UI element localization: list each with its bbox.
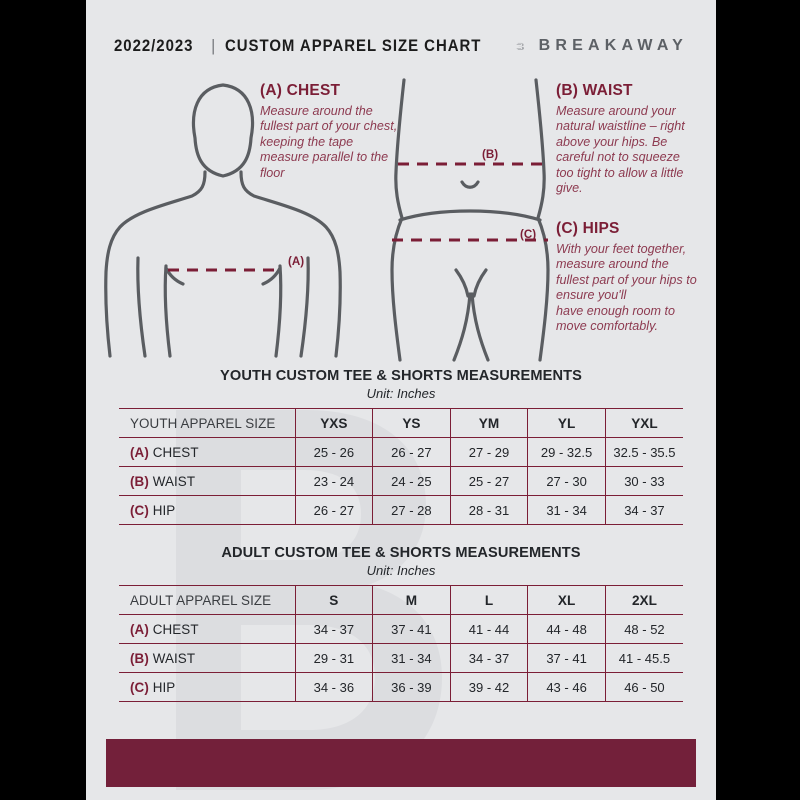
lower-body-figure [390, 78, 550, 362]
table-row: (A) CHEST 34 - 37 37 - 41 41 - 44 44 - 4… [119, 614, 683, 644]
youth-row-chest-label: (A) CHEST [119, 437, 296, 467]
adult-table-title: ADULT CUSTOM TEE & SHORTS MEASUREMENTS [221, 545, 581, 561]
youth-chest-yxl: 32.5 - 35.5 [604, 437, 683, 467]
adult-row-hip-label: (C) HIP [119, 672, 296, 702]
youth-hip-ys: 27 - 28 [372, 495, 451, 525]
youth-waist-yxs: 23 - 24 [294, 466, 373, 496]
adult-chest-l: 41 - 44 [449, 614, 528, 644]
adult-hip-xl: 43 - 46 [527, 672, 606, 702]
waist-callout-title: (B) WAIST [556, 82, 633, 99]
youth-hip-yxl: 34 - 37 [604, 495, 683, 525]
adult-chest-s: 34 - 37 [294, 614, 373, 644]
table-row: (B) WAIST 23 - 24 24 - 25 25 - 27 27 - 3… [119, 466, 683, 496]
hip-marker-label: (C) [520, 228, 537, 241]
youth-waist-yxl: 30 - 33 [604, 466, 683, 496]
youth-size-table: YOUTH APPAREL SIZE YXS YS YM YL YXL (A) … [119, 408, 683, 525]
chest-callout-title: (A) CHEST [260, 82, 341, 99]
waist-callout-text: Measure around your natural waistline – … [556, 104, 685, 196]
youth-hip-ym: 28 - 31 [449, 495, 528, 525]
youth-waist-ys: 24 - 25 [372, 466, 451, 496]
adult-hip-l: 39 - 42 [449, 672, 528, 702]
youth-table-section: YOUTH CUSTOM TEE & SHORTS MEASUREMENTS U… [119, 368, 683, 525]
adult-row-chest-label: (A) CHEST [119, 614, 296, 644]
hips-callout-title: (C) HIPS [556, 220, 620, 237]
table-row: (A) CHEST 25 - 26 26 - 27 27 - 29 29 - 3… [119, 437, 683, 467]
adult-table-section: ADULT CUSTOM TEE & SHORTS MEASUREMENTS U… [119, 545, 683, 702]
hip-mark: (C) [130, 679, 149, 695]
adult-waist-xl: 37 - 41 [527, 643, 606, 673]
adult-waist-s: 29 - 31 [294, 643, 373, 673]
adult-hip-2xl: 46 - 50 [604, 672, 683, 702]
adult-size-xl: XL [527, 585, 606, 615]
youth-chest-ym: 27 - 29 [449, 437, 528, 467]
waist-mark: (B) [130, 650, 149, 666]
adult-waist-l: 34 - 37 [449, 643, 528, 673]
youth-waist-yl: 27 - 30 [527, 466, 606, 496]
waist-marker-label: (B) [482, 148, 499, 161]
adult-size-label: ADULT APPAREL SIZE [119, 585, 296, 615]
hip-mark: (C) [130, 502, 149, 518]
waist-mark: (B) [130, 473, 149, 489]
header-separator: | [211, 36, 216, 55]
adult-waist-2xl: 41 - 45.5 [604, 643, 683, 673]
adult-hip-m: 36 - 39 [372, 672, 451, 702]
hip-text: HIP [152, 502, 176, 518]
adult-row-waist-label: (B) WAIST [119, 643, 296, 673]
adult-size-l: L [449, 585, 528, 615]
youth-size-ys: YS [372, 408, 451, 438]
adult-size-table: ADULT APPAREL SIZE S M L XL 2XL (A) CHES… [119, 585, 683, 702]
header-season: 2022/2023 [114, 36, 194, 55]
table-header-row: YOUTH APPAREL SIZE YXS YS YM YL YXL [119, 408, 683, 438]
adult-chest-xl: 44 - 48 [527, 614, 606, 644]
youth-size-ym: YM [449, 408, 528, 438]
youth-waist-ym: 25 - 27 [449, 466, 528, 496]
youth-size-label: YOUTH APPAREL SIZE [119, 408, 296, 438]
illustration-band: (A) [86, 70, 716, 365]
table-row: (C) HIP 34 - 36 36 - 39 39 - 42 43 - 46 … [119, 672, 683, 702]
youth-row-waist-label: (B) WAIST [119, 466, 296, 496]
hips-callout-text: With your feet together, measure around … [556, 242, 697, 334]
adult-size-2xl: 2XL [604, 585, 683, 615]
brand-wordmark: BREAKAWAY [538, 37, 688, 54]
youth-size-yxs: YXS [294, 408, 373, 438]
table-row: (C) HIP 26 - 27 27 - 28 28 - 31 31 - 34 … [119, 495, 683, 525]
adult-waist-m: 31 - 34 [372, 643, 451, 673]
adult-hip-s: 34 - 36 [294, 672, 373, 702]
hip-text: HIP [152, 679, 176, 695]
page-header: 2022/2023 | CUSTOM APPAREL SIZE CHART [86, 26, 716, 66]
breakaway-b-logo-icon [516, 42, 524, 50]
adult-chest-2xl: 48 - 52 [604, 614, 683, 644]
youth-table-unit: Unit: Inches [366, 386, 436, 401]
adult-size-m: M [372, 585, 451, 615]
youth-row-hip-label: (C) HIP [119, 495, 296, 525]
youth-hip-yxs: 26 - 27 [294, 495, 373, 525]
chest-text: CHEST [152, 621, 199, 637]
adult-table-unit: Unit: Inches [366, 563, 436, 578]
youth-chest-yxs: 25 - 26 [294, 437, 373, 467]
youth-hip-yl: 31 - 34 [527, 495, 606, 525]
waist-text: WAIST [152, 650, 196, 666]
youth-chest-yl: 29 - 32.5 [527, 437, 606, 467]
chest-mark: (A) [130, 621, 149, 637]
youth-table-title: YOUTH CUSTOM TEE & SHORTS MEASUREMENTS [220, 368, 582, 384]
youth-size-yl: YL [527, 408, 606, 438]
chest-marker-label: (A) [288, 255, 305, 268]
chest-mark: (A) [130, 444, 149, 460]
chest-text: CHEST [152, 444, 199, 460]
adult-chest-m: 37 - 41 [372, 614, 451, 644]
youth-size-yxl: YXL [604, 408, 683, 438]
waist-text: WAIST [152, 473, 196, 489]
table-header-row: ADULT APPAREL SIZE S M L XL 2XL [119, 585, 683, 615]
table-row: (B) WAIST 29 - 31 31 - 34 34 - 37 37 - 4… [119, 643, 683, 673]
upper-body-figure [104, 83, 342, 358]
chest-callout-text: Measure around the fullest part of your … [260, 104, 398, 180]
adult-size-s: S [294, 585, 373, 615]
youth-chest-ys: 26 - 27 [372, 437, 451, 467]
page-title: CUSTOM APPAREL SIZE CHART [224, 36, 482, 55]
size-chart-page: 2022/2023 | CUSTOM APPAREL SIZE CHART [86, 0, 716, 800]
footer-bar [106, 739, 696, 787]
